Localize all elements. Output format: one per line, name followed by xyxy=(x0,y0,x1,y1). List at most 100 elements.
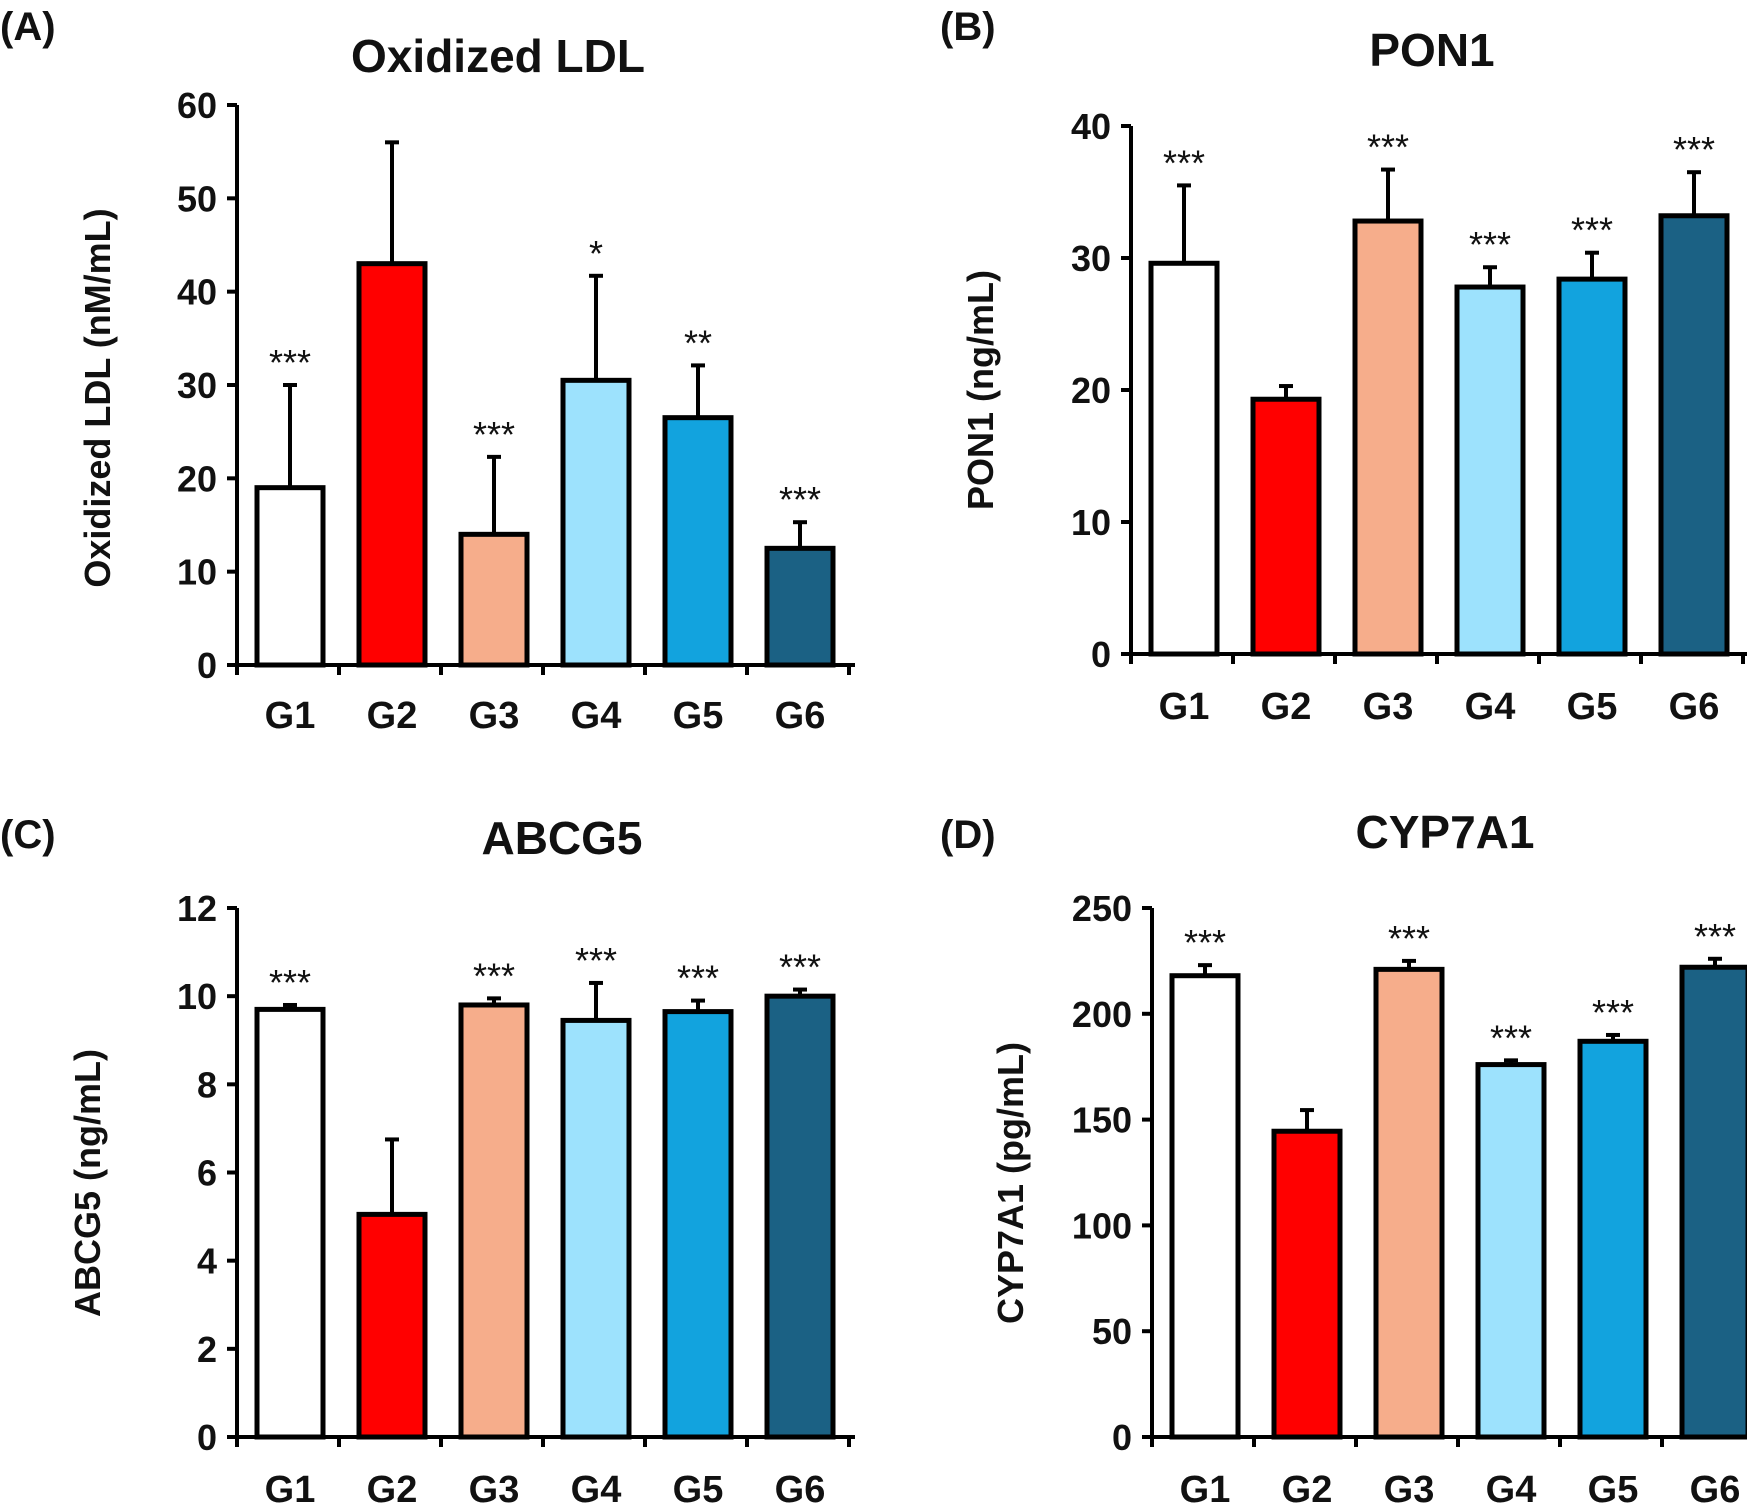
panel-d-title: CYP7A1 xyxy=(1356,806,1535,858)
panel-a-category-label-g4: G4 xyxy=(571,695,622,737)
panel-b-significance-g5: *** xyxy=(1571,210,1613,251)
panel-b-significance-g6: *** xyxy=(1673,129,1715,170)
panel-a-significance-g3: *** xyxy=(473,414,515,455)
panel-b-title: PON1 xyxy=(1369,24,1494,76)
panel-b-y-tick-label: 40 xyxy=(1071,106,1111,147)
panel-c-category-label-g2: G2 xyxy=(367,1469,418,1507)
panel-b-bar-g2 xyxy=(1250,396,1322,657)
panel-a-significance-g6: *** xyxy=(779,479,821,520)
panel-b-category-label-g1: G1 xyxy=(1159,686,1210,728)
panel-b-bar-g5 xyxy=(1556,276,1628,657)
panel-b-plot: *** G1 G2 *** G3 *** G4 *** G5 *** G6 0 10 20 30 40 xyxy=(1071,106,1747,728)
panel-c-bar-g2 xyxy=(356,1211,428,1440)
panel-d-significance-g4: *** xyxy=(1490,1017,1532,1058)
panel-a-y-tick-label: 20 xyxy=(177,458,217,499)
panel-c-bar-g5 xyxy=(662,1009,734,1440)
panel-c-y-tick-label: 12 xyxy=(177,888,217,929)
panel-c-y-axis-label: ABCG5 (ng/mL) xyxy=(67,1049,108,1317)
panel-a-title: Oxidized LDL xyxy=(351,30,645,82)
panel-a-significance-g4: * xyxy=(589,233,603,274)
panel-d-plot: *** G1 G2 *** G3 *** G4 *** G5 *** G6 0 50 100 150 200 2… xyxy=(1072,888,1747,1507)
panel-a-bar-g3 xyxy=(458,531,530,668)
panel-a-y-tick-label: 60 xyxy=(177,85,217,126)
panel-d-y-axis-label: CYP7A1 (pg/mL) xyxy=(990,1042,1031,1324)
panel-c-y-tick-label: 0 xyxy=(197,1417,217,1458)
panel-c-bar-g1 xyxy=(254,1006,326,1440)
panel-d-y-tick-label: 200 xyxy=(1072,994,1132,1035)
panel-c-category-label-g5: G5 xyxy=(673,1469,724,1507)
panel-d-label: (D) xyxy=(940,813,996,857)
panel-a-y-tick-label: 10 xyxy=(177,552,217,593)
panel-a-bar-g1 xyxy=(254,485,326,668)
panel-b-bar-g6 xyxy=(1658,213,1730,657)
panel-c-y-tick-label: 8 xyxy=(197,1064,217,1105)
panel-d-category-label-g6: G6 xyxy=(1690,1469,1741,1507)
panel-b-category-label-g6: G6 xyxy=(1669,686,1720,728)
panel-d: (D) CYP7A1 CYP7A1 (pg/mL) ***G1 G2***G3**… xyxy=(940,806,1747,1507)
panel-a-category-label-g1: G1 xyxy=(265,695,316,737)
panel-a-category-label-g3: G3 xyxy=(469,695,520,737)
panel-d-bar-g5 xyxy=(1577,1038,1649,1440)
panel-b-bar-g3 xyxy=(1352,218,1424,657)
panel-d-y-tick-label: 50 xyxy=(1092,1311,1132,1352)
panel-b-significance-g4: *** xyxy=(1469,224,1511,265)
panel-a-bar-g4 xyxy=(560,377,632,668)
panel-b-y-tick-label: 0 xyxy=(1091,634,1111,675)
panel-c-y-tick-label: 6 xyxy=(197,1153,217,1194)
panel-a-bar-g2 xyxy=(356,261,428,668)
panel-b-bar-g1 xyxy=(1148,260,1220,657)
panel-c-label: (C) xyxy=(0,813,56,857)
panel-b-category-label-g5: G5 xyxy=(1567,686,1618,728)
panel-d-significance-g1: *** xyxy=(1184,922,1226,963)
panel-a-bar-g6 xyxy=(764,545,836,668)
panel-a-label: (A) xyxy=(0,5,56,49)
panel-d-y-tick-label: 250 xyxy=(1072,888,1132,929)
panel-a-plot: *** G1 G2 *** G3 * G4 ** G5 *** G6 0 10 20 30 40 50 60 xyxy=(177,85,855,737)
panel-d-bar-g1 xyxy=(1169,973,1241,1440)
panel-a-y-tick-label: 30 xyxy=(177,365,217,406)
panel-d-bar-g6 xyxy=(1679,964,1747,1440)
panel-c-bar-g6 xyxy=(764,993,836,1440)
panel-d-category-label-g1: G1 xyxy=(1180,1469,1231,1507)
panel-c-title: ABCG5 xyxy=(481,812,642,864)
panel-b-label: (B) xyxy=(940,5,996,49)
panel-d-bar-g3 xyxy=(1373,966,1445,1440)
panel-a-significance-g1: *** xyxy=(269,342,311,383)
panel-d-bar-g4 xyxy=(1475,1062,1547,1440)
panel-b-y-axis-label: PON1 (ng/mL) xyxy=(960,270,1001,510)
panel-a-category-label-g5: G5 xyxy=(673,695,724,737)
panel-c-significance-g5: *** xyxy=(677,958,719,999)
panel-b-category-label-g3: G3 xyxy=(1363,686,1414,728)
panel-d-significance-g6: *** xyxy=(1694,916,1736,957)
panel-b-y-tick-label: 10 xyxy=(1071,502,1111,543)
panel-d-significance-g3: *** xyxy=(1388,918,1430,959)
panel-a-y-tick-label: 0 xyxy=(197,645,217,686)
panel-a-y-tick-label: 40 xyxy=(177,272,217,313)
panel-c-y-tick-label: 4 xyxy=(197,1241,217,1282)
panel-a-significance-g5: ** xyxy=(684,322,712,363)
panel-d-category-label-g4: G4 xyxy=(1486,1469,1537,1507)
panel-c: (C) ABCG5 ABCG5 (ng/mL) *** G1 G2 *** G3 *** G… xyxy=(0,812,855,1507)
panel-d-significance-g5: *** xyxy=(1592,992,1634,1033)
panel-b-significance-g3: *** xyxy=(1367,127,1409,168)
panel-a-bar-g5 xyxy=(662,415,734,668)
panel-b-y-tick-label: 30 xyxy=(1071,238,1111,279)
panel-b-y-tick-label: 20 xyxy=(1071,370,1111,411)
panel-a-category-label-g2: G2 xyxy=(367,695,418,737)
panel-d-category-label-g5: G5 xyxy=(1588,1469,1639,1507)
panel-b-bar-g4 xyxy=(1454,284,1526,657)
panel-a-y-axis-label: Oxidized LDL (nM/mL) xyxy=(77,208,118,587)
panel-d-y-tick-label: 150 xyxy=(1072,1100,1132,1141)
panel-c-significance-g1: *** xyxy=(269,962,311,1003)
panel-c-category-label-g3: G3 xyxy=(469,1469,520,1507)
panel-d-y-tick-label: 0 xyxy=(1112,1417,1132,1458)
panel-c-category-label-g6: G6 xyxy=(775,1469,826,1507)
panel-c-significance-g4: *** xyxy=(575,940,617,981)
panel-c-bar-g3 xyxy=(458,1002,530,1440)
panel-d-category-label-g2: G2 xyxy=(1282,1469,1333,1507)
panel-a-category-label-g6: G6 xyxy=(775,695,826,737)
panel-c-y-tick-label: 2 xyxy=(197,1329,217,1370)
panel-b: (B) PON1 PON1 (ng/mL) ***G1 G2***G3***G4*… xyxy=(940,5,1747,728)
panel-c-bar-g4 xyxy=(560,1017,632,1440)
